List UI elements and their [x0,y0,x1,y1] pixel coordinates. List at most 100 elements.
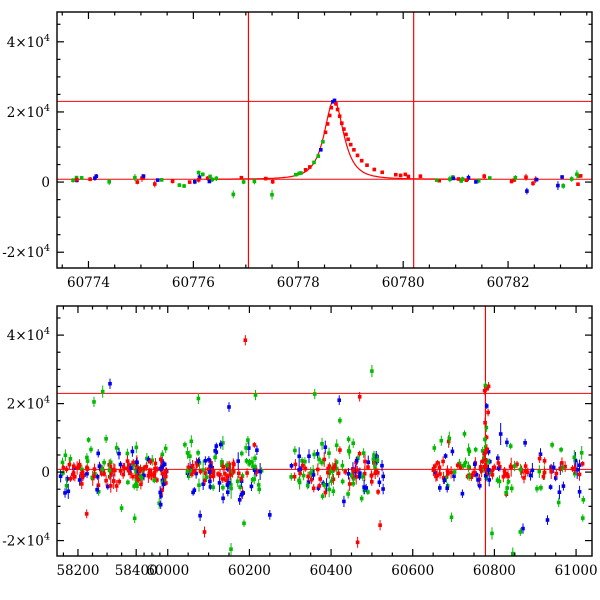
data-point [352,148,356,152]
data-point [561,484,566,488]
data-point [228,473,233,477]
data-point [114,484,119,488]
data-point [109,484,113,488]
data-point [96,483,101,487]
data-point [365,163,369,167]
data-point [58,474,63,478]
data-point [297,454,301,459]
data-point [74,175,79,180]
data-point [434,178,439,182]
data-point [561,184,565,188]
data-point [195,463,199,467]
data-point [297,480,302,485]
data-point [334,443,339,448]
data-point [253,393,258,397]
data-point [160,488,164,492]
data-point [332,98,337,103]
data-point [581,516,585,520]
data-point [448,177,452,181]
data-point [155,467,159,472]
data-point [77,462,82,467]
data-point [330,469,335,474]
data-point [252,477,256,481]
data-point [511,551,515,556]
tick-label: 60774 [67,275,110,291]
data-point [324,483,329,487]
data-point [205,176,210,181]
data-point [201,468,205,472]
data-point [505,440,509,445]
data-point [164,469,168,473]
data-point [289,464,294,468]
data-point [370,369,374,373]
tick-label: 60780 [382,275,425,291]
data-point [148,460,153,464]
tick-label: 2×104 [7,395,50,413]
data-point [476,478,480,482]
data-point [357,451,362,456]
data-point [225,463,229,467]
data-point [109,468,114,473]
data-point [119,506,124,510]
data-point [503,472,508,476]
data-point [90,475,94,480]
data-point [197,461,202,465]
data-point [577,490,582,494]
data-point [241,180,246,184]
data-point [148,468,152,473]
data-point [351,441,355,445]
data-point [375,458,380,462]
data-point [380,463,384,468]
data-point [208,474,213,479]
data-point [308,471,313,475]
data-point [328,469,333,473]
data-point [194,461,199,465]
data-point [210,468,214,472]
data-point [206,467,211,471]
data-point [202,530,207,534]
data-point [229,486,233,491]
data-point [137,469,142,473]
data-point [242,521,246,526]
data-point [340,463,345,468]
data-point [207,470,212,474]
data-point [361,474,365,479]
data-point [578,174,583,178]
data-point [474,472,478,477]
data-point [208,485,213,489]
data-point [548,485,553,489]
data-point [432,446,437,450]
data-point [326,466,330,471]
data-point [309,477,314,482]
data-point [433,464,437,469]
data-point [560,465,565,470]
data-point [445,486,449,490]
data-point [327,487,331,492]
data-point [434,474,438,479]
data-point [361,451,366,455]
data-point [255,448,259,452]
data-point [159,494,163,498]
data-point [486,449,491,454]
data-point [484,387,489,391]
data-point [519,470,524,474]
data-point [537,456,542,461]
data-point [95,487,99,492]
data-point [569,177,574,181]
data-point [312,160,316,165]
data-point [204,475,209,479]
data-point [463,460,468,465]
data-point [94,174,99,178]
panel-frame [56,305,593,557]
data-point [473,462,477,466]
data-point [542,470,547,475]
data-point [104,437,108,441]
data-point [362,471,367,476]
data-point [466,464,471,469]
data-point [118,462,123,467]
data-point [158,502,163,507]
data-point [146,474,151,478]
data-point [551,465,556,470]
data-point [226,490,230,494]
